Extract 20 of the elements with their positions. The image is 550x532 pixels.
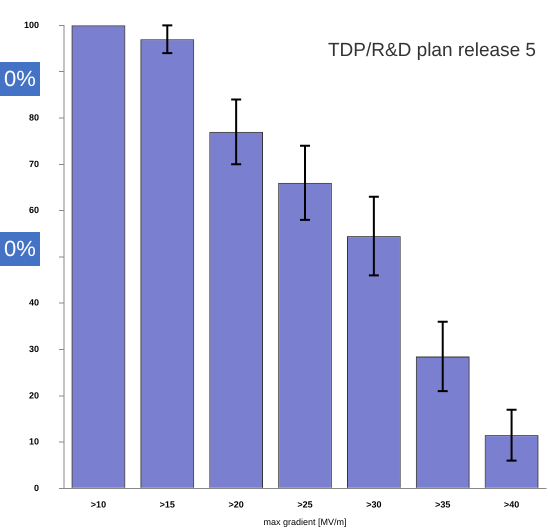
y-tick-label: 40 [29,298,40,308]
y-tick-label: 10 [29,436,40,447]
y-tick-label: 20 [29,390,40,400]
y-tick-label: 70 [29,158,40,169]
text: 0% [0,232,40,266]
y-tick-label: 100 [24,20,40,30]
x-tick-label: >30 [366,499,382,510]
y-tick-label: 80 [29,112,40,122]
x-tick-label: >40 [504,499,520,510]
text: 0% [0,62,40,96]
y-tick-label: 0 [34,482,40,493]
x-tick-label: >35 [435,499,450,510]
x-tick-label: >20 [228,499,244,510]
y-tick-label: 30 [29,344,40,354]
x-tick-label: >15 [160,499,175,510]
x-tick-label: >25 [297,499,313,510]
annotation: TDP/R&D plan release 5 [328,40,536,62]
x-tick-label: >10 [90,499,106,510]
y-tick-label: 60 [29,205,40,216]
x-axis-title: max gradient [MV/m] [263,517,347,528]
